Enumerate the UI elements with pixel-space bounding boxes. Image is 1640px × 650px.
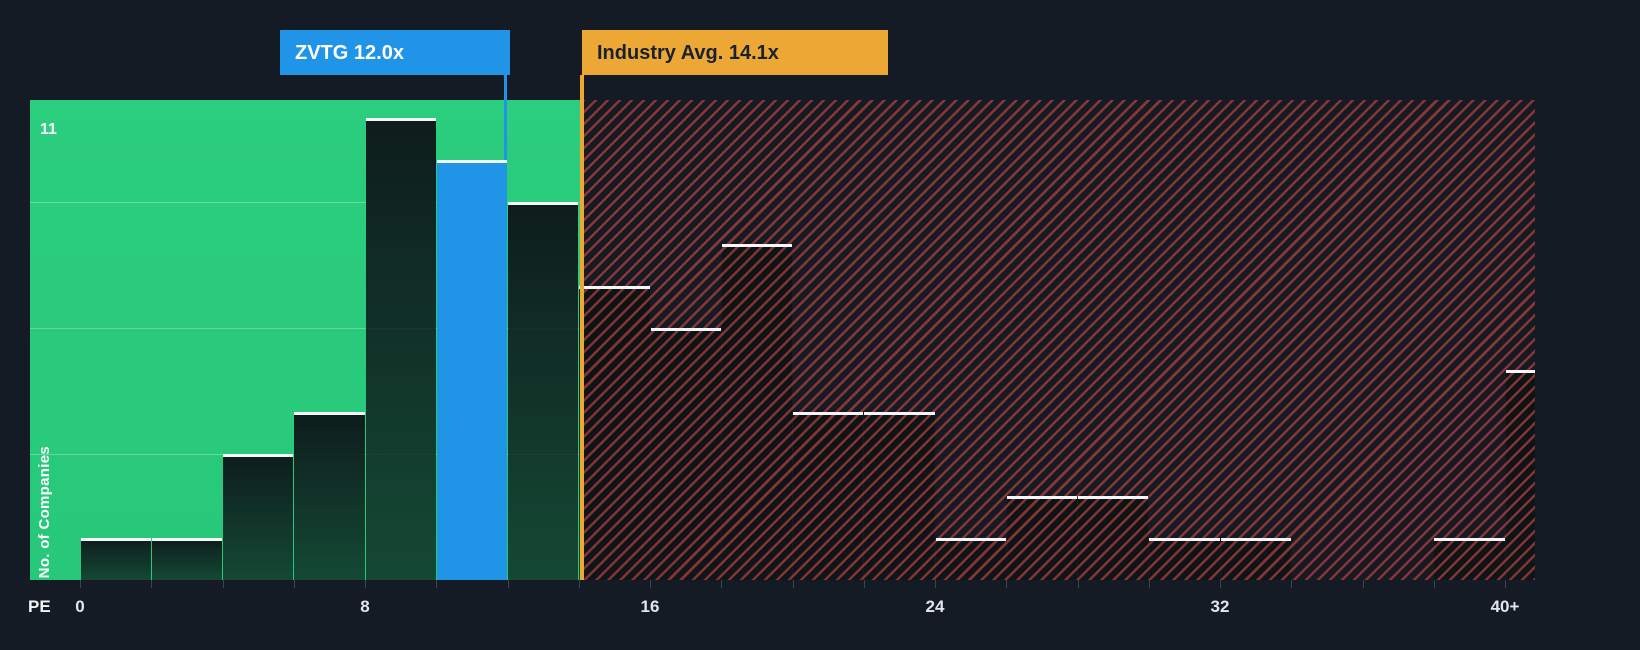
x-axis-tick (1362, 580, 1364, 588)
histogram-bar[interactable] (1006, 496, 1077, 580)
x-axis-tick (792, 580, 794, 588)
histogram-bar[interactable] (935, 538, 1006, 580)
x-axis-tick (1077, 580, 1079, 588)
x-axis-tick (1148, 580, 1150, 588)
x-axis-tick (578, 580, 580, 588)
x-axis-tick (935, 580, 936, 588)
company-pe-callout: ZVTG 12.0x (280, 30, 510, 75)
x-tick-label: 40+ (1490, 597, 1520, 616)
histogram-bar[interactable] (223, 454, 294, 580)
histogram-bar[interactable] (80, 538, 151, 580)
x-axis-tick (1220, 580, 1221, 588)
company-histogram-bar[interactable] (436, 160, 507, 580)
x-axis-tick (1006, 580, 1008, 588)
x-axis-tick (650, 580, 651, 588)
histogram-bar[interactable] (721, 244, 792, 580)
x-tick-label: 8 (360, 597, 370, 616)
x-axis-title: PE (28, 597, 51, 616)
x-axis-tick (293, 580, 295, 588)
x-tick-label: 16 (640, 597, 660, 616)
x-axis-tick (863, 580, 865, 588)
x-axis-tick (222, 580, 224, 588)
histogram-bar[interactable] (1078, 496, 1149, 580)
x-axis-tick (507, 580, 509, 588)
x-tick-label: 0 (75, 597, 85, 616)
company-marker-line (503, 75, 507, 160)
x-axis-tick (1505, 580, 1506, 588)
x-axis-tick (721, 580, 723, 588)
histogram-bar[interactable] (864, 412, 935, 580)
histogram-bar[interactable] (1434, 538, 1505, 580)
y-axis-label: No. of Companies (36, 445, 53, 578)
x-axis-tick (1433, 580, 1435, 588)
industry-avg-callout: Industry Avg. 14.1x (582, 30, 888, 75)
histogram-bar[interactable] (294, 412, 365, 580)
x-axis-tick (1291, 580, 1293, 588)
x-axis-tick (365, 580, 366, 588)
x-axis-tick (151, 580, 153, 588)
x-tick-label: 24 (925, 597, 945, 616)
x-tick-label: 32 (1210, 597, 1230, 616)
histogram-bar[interactable] (579, 286, 650, 580)
histogram-bar[interactable] (1220, 538, 1291, 580)
y-max-tick-label: 11 (40, 121, 57, 138)
histogram-bar[interactable] (793, 412, 864, 580)
x-axis-tick (436, 580, 438, 588)
histogram-bar[interactable] (151, 538, 222, 580)
histogram-bar[interactable] (650, 328, 721, 580)
histogram-bar[interactable] (508, 202, 579, 580)
histogram-bar[interactable] (365, 118, 436, 580)
x-axis-tick (80, 580, 81, 588)
histogram-bar[interactable] (1505, 370, 1535, 580)
histogram-bar[interactable] (1149, 538, 1220, 580)
